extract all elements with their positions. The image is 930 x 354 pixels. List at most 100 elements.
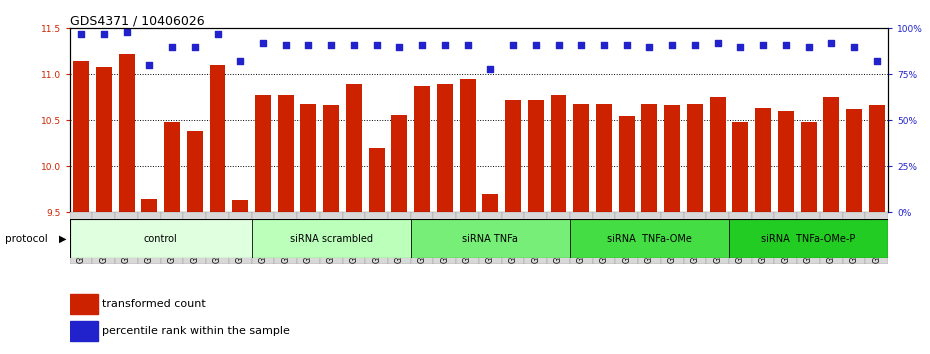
Bar [729, 212, 751, 264]
Text: control: control [144, 234, 178, 244]
Text: GSM790913: GSM790913 [213, 217, 222, 263]
Bar [119, 54, 135, 212]
Text: transformed count: transformed count [102, 299, 206, 309]
Text: GSM790910: GSM790910 [145, 217, 153, 263]
Text: GSM790930: GSM790930 [600, 217, 608, 263]
Bar [664, 105, 680, 212]
Text: GSM790911: GSM790911 [167, 217, 177, 263]
Text: GSM790931: GSM790931 [622, 217, 631, 263]
Text: siRNA  TNFa-OMe: siRNA TNFa-OMe [607, 234, 692, 244]
Bar [138, 212, 161, 264]
Text: GSM790940: GSM790940 [827, 217, 836, 263]
Point [824, 40, 839, 46]
Text: GSM790907: GSM790907 [76, 217, 86, 263]
Point [665, 42, 680, 48]
Point [278, 42, 293, 48]
Text: siRNA  TNFa-OMe-P: siRNA TNFa-OMe-P [762, 234, 856, 244]
Bar [320, 212, 342, 264]
Text: GDS4371 / 10406026: GDS4371 / 10406026 [70, 14, 205, 27]
Bar [592, 212, 616, 264]
Bar [300, 104, 316, 212]
Text: GSM790937: GSM790937 [759, 217, 767, 263]
Point [232, 59, 247, 64]
Text: GSM790926: GSM790926 [509, 217, 518, 263]
Point [711, 40, 725, 46]
Bar [661, 212, 684, 264]
Point [392, 44, 406, 50]
Bar [801, 122, 817, 212]
Bar [570, 219, 729, 258]
Point [483, 66, 498, 72]
Point [574, 42, 589, 48]
Text: GSM790918: GSM790918 [326, 217, 336, 263]
Bar [547, 212, 570, 264]
Point [551, 42, 566, 48]
Bar [638, 212, 661, 264]
Bar [70, 219, 252, 258]
Bar [687, 104, 703, 212]
Point [165, 44, 179, 50]
Text: GSM790939: GSM790939 [804, 217, 813, 263]
Point [506, 42, 521, 48]
Text: GSM790934: GSM790934 [690, 217, 699, 263]
Point [347, 42, 362, 48]
Text: siRNA scrambled: siRNA scrambled [289, 234, 373, 244]
Bar [843, 212, 866, 264]
Bar [161, 212, 183, 264]
Bar [618, 116, 634, 212]
Bar [411, 212, 433, 264]
Bar [342, 212, 365, 264]
Bar [70, 294, 98, 314]
Bar [616, 212, 638, 264]
Text: GSM790914: GSM790914 [235, 217, 245, 263]
Bar [437, 84, 453, 212]
Text: GSM790928: GSM790928 [554, 217, 563, 263]
Point [97, 31, 112, 37]
Bar [278, 95, 294, 212]
Bar [823, 97, 839, 212]
Point [301, 42, 316, 48]
Bar [505, 100, 521, 212]
Bar [70, 321, 98, 341]
Bar [346, 84, 362, 212]
Bar [232, 200, 248, 212]
Text: GSM790936: GSM790936 [736, 217, 745, 263]
Text: GSM790921: GSM790921 [395, 217, 404, 263]
Bar [642, 104, 658, 212]
Bar [324, 105, 339, 212]
Text: GSM790925: GSM790925 [485, 217, 495, 263]
Bar [573, 104, 590, 212]
Point [846, 44, 861, 50]
Point [528, 42, 543, 48]
Point [256, 40, 271, 46]
Point [642, 44, 657, 50]
Bar [528, 100, 544, 212]
Bar [596, 104, 612, 212]
Text: GSM790922: GSM790922 [418, 217, 427, 263]
Bar [96, 67, 112, 212]
Point [619, 42, 634, 48]
Bar [92, 212, 115, 264]
Point [142, 62, 157, 68]
Bar [187, 131, 203, 212]
Point [756, 42, 771, 48]
Bar [869, 105, 884, 212]
Text: GSM790923: GSM790923 [440, 217, 449, 263]
Bar [501, 212, 525, 264]
Text: GSM790916: GSM790916 [281, 217, 290, 263]
Text: GSM790924: GSM790924 [463, 217, 472, 263]
Point [324, 42, 339, 48]
Point [870, 59, 884, 64]
Text: GSM790912: GSM790912 [191, 217, 199, 263]
Text: GSM790933: GSM790933 [668, 217, 677, 263]
Bar [457, 212, 479, 264]
Text: GSM790938: GSM790938 [781, 217, 790, 263]
Bar [706, 212, 729, 264]
Bar [229, 212, 252, 264]
Text: GSM790932: GSM790932 [644, 217, 654, 263]
Point [369, 42, 384, 48]
Bar [209, 65, 225, 212]
Bar [297, 212, 320, 264]
Bar [392, 115, 407, 212]
Point [733, 44, 748, 50]
